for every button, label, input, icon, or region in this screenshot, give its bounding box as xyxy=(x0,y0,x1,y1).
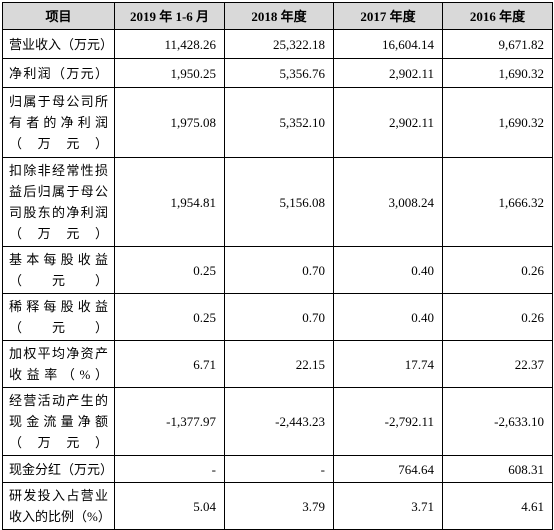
row-label: 经营活动产生的现金流量净额（万元） xyxy=(2,387,115,456)
table-row: 归属于母公司所有者的净利润（万元） 1,975.08 5,352.10 2,90… xyxy=(2,87,553,158)
row-label: 加权平均净资产收益率（%） xyxy=(2,340,115,388)
table-row: 基本每股收益（元） 0.25 0.70 0.40 0.26 xyxy=(2,246,553,294)
table-row: 加权平均净资产收益率（%） 6.71 22.15 17.74 22.37 xyxy=(2,340,553,388)
cell-value: 2,902.11 xyxy=(333,87,443,158)
cell-value: 0.70 xyxy=(224,246,334,294)
header-2016: 2016 年度 xyxy=(442,2,553,30)
cell-value: 0.40 xyxy=(333,246,443,294)
header-item: 项目 xyxy=(2,2,115,30)
header-2019-h1: 2019 年 1-6 月 xyxy=(114,2,225,30)
header-2018: 2018 年度 xyxy=(224,2,334,30)
cell-value: 1,690.32 xyxy=(442,87,553,158)
row-label: 现金分红（万元） xyxy=(2,455,115,483)
cell-value: -2,443.23 xyxy=(224,387,334,456)
cell-value: 25,322.18 xyxy=(224,29,334,59)
cell-value: - xyxy=(224,455,334,483)
cell-value: 0.26 xyxy=(442,246,553,294)
row-label: 归属于母公司所有者的净利润（万元） xyxy=(2,87,115,158)
row-label: 营业收入（万元） xyxy=(2,29,115,59)
row-label: 净利润（万元） xyxy=(2,58,115,88)
row-label: 扣除非经常性损益后归属于母公司股东的净利润（万元） xyxy=(2,157,115,247)
cell-value: 5,356.76 xyxy=(224,58,334,88)
row-label: 基本每股收益（元） xyxy=(2,246,115,294)
cell-value: 3,008.24 xyxy=(333,157,443,247)
cell-value: 0.70 xyxy=(224,293,334,341)
cell-value: 764.64 xyxy=(333,455,443,483)
cell-value: 1,954.81 xyxy=(114,157,225,247)
cell-value: 0.25 xyxy=(114,246,225,294)
cell-value: 5.04 xyxy=(114,482,225,530)
cell-value: 0.40 xyxy=(333,293,443,341)
cell-value: 5,156.08 xyxy=(224,157,334,247)
cell-value: 3.71 xyxy=(333,482,443,530)
cell-value: 5,352.10 xyxy=(224,87,334,158)
cell-value: 608.31 xyxy=(442,455,553,483)
cell-value: 22.15 xyxy=(224,340,334,388)
table-row: 现金分红（万元） - - 764.64 608.31 xyxy=(2,455,553,483)
cell-value: 0.26 xyxy=(442,293,553,341)
row-label: 稀释每股收益（元） xyxy=(2,293,115,341)
cell-value: 1,950.25 xyxy=(114,58,225,88)
cell-value: -2,792.11 xyxy=(333,387,443,456)
cell-value: - xyxy=(114,455,225,483)
table-header-row: 项目 2019 年 1-6 月 2018 年度 2017 年度 2016 年度 xyxy=(2,2,553,30)
cell-value: 1,666.32 xyxy=(442,157,553,247)
table-row: 研发投入占营业收入的比例（%） 5.04 3.79 3.71 4.61 xyxy=(2,482,553,530)
cell-value: 9,671.82 xyxy=(442,29,553,59)
cell-value: 6.71 xyxy=(114,340,225,388)
table-row: 经营活动产生的现金流量净额（万元） -1,377.97 -2,443.23 -2… xyxy=(2,387,553,456)
table-row: 稀释每股收益（元） 0.25 0.70 0.40 0.26 xyxy=(2,293,553,341)
cell-value: 3.79 xyxy=(224,482,334,530)
cell-value: -1,377.97 xyxy=(114,387,225,456)
table-row: 净利润（万元） 1,950.25 5,356.76 2,902.11 1,690… xyxy=(2,58,553,88)
header-2017: 2017 年度 xyxy=(333,2,443,30)
cell-value: 1,690.32 xyxy=(442,58,553,88)
cell-value: -2,633.10 xyxy=(442,387,553,456)
cell-value: 16,604.14 xyxy=(333,29,443,59)
cell-value: 0.25 xyxy=(114,293,225,341)
cell-value: 4.61 xyxy=(442,482,553,530)
cell-value: 22.37 xyxy=(442,340,553,388)
cell-value: 17.74 xyxy=(333,340,443,388)
cell-value: 1,975.08 xyxy=(114,87,225,158)
cell-value: 2,902.11 xyxy=(333,58,443,88)
cell-value: 11,428.26 xyxy=(114,29,225,59)
table-row: 营业收入（万元） 11,428.26 25,322.18 16,604.14 9… xyxy=(2,29,553,59)
row-label: 研发投入占营业收入的比例（%） xyxy=(2,482,115,530)
table-row: 扣除非经常性损益后归属于母公司股东的净利润（万元） 1,954.81 5,156… xyxy=(2,157,553,247)
